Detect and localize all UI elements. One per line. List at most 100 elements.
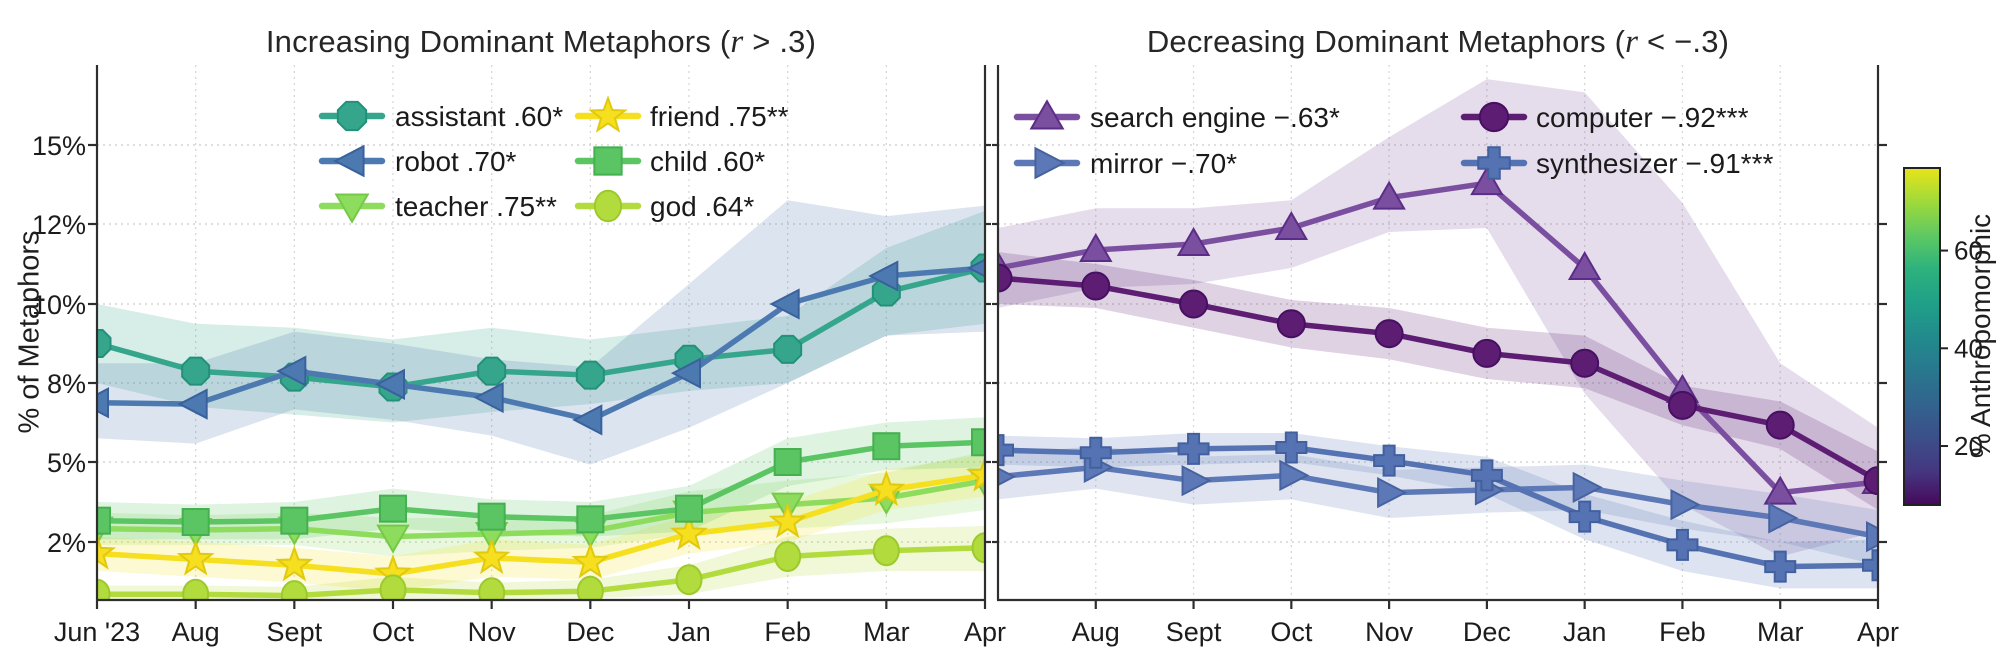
y-tick-label-5: 5% bbox=[47, 448, 86, 478]
marker-ellipse bbox=[182, 578, 210, 600]
marker-star bbox=[472, 538, 511, 575]
x-tick-label-aug: Aug bbox=[1072, 617, 1120, 647]
legend: assistant .60* robot .70* teacher .75** fri… bbox=[318, 95, 789, 224]
horizontal-gridlines bbox=[97, 144, 985, 543]
legend-label-child: child .60* bbox=[650, 146, 765, 177]
marker-square bbox=[379, 494, 407, 523]
legend-item-robot: robot .70* bbox=[318, 144, 517, 178]
marker-ellipse bbox=[280, 580, 308, 600]
left-title-stat: > .3) bbox=[743, 24, 817, 59]
marker-triangle-down bbox=[376, 524, 410, 554]
horizontal-gridlines bbox=[998, 144, 1878, 543]
marker-triangle-down bbox=[334, 193, 370, 224]
series-synthesizer bbox=[998, 431, 1878, 583]
band-search-engine bbox=[998, 79, 1878, 557]
x-tick-label-jun-23: Jun '23 bbox=[54, 617, 140, 647]
marker-star bbox=[966, 455, 985, 492]
marker-star bbox=[275, 545, 314, 582]
legend-label-friend: friend .75** bbox=[650, 101, 789, 132]
marker-square bbox=[576, 505, 605, 534]
marker-star bbox=[571, 542, 610, 579]
colorbar-tick-label-20: 20 bbox=[1954, 431, 1983, 461]
legend-label-computer: computer −.92*** bbox=[1536, 102, 1749, 133]
band-robot bbox=[97, 200, 985, 465]
marker-ellipse bbox=[379, 574, 407, 600]
band-assistant bbox=[97, 210, 985, 423]
colorbar-tick-label-60: 60 bbox=[1954, 236, 1983, 266]
marker-star bbox=[670, 514, 708, 551]
marker-triangle-up bbox=[1176, 226, 1211, 256]
marker-square bbox=[477, 502, 506, 531]
marker-triangle-right bbox=[1768, 502, 1799, 534]
line-robot bbox=[97, 265, 985, 423]
marker-plus bbox=[1764, 550, 1797, 583]
marker-triangle-right bbox=[1034, 146, 1066, 180]
y-tick-label-12: 12% bbox=[32, 210, 86, 240]
series-child bbox=[97, 428, 985, 536]
marker-plus bbox=[1079, 436, 1112, 469]
x-tick-label-jan: Jan bbox=[667, 617, 711, 647]
marker-plus bbox=[1373, 444, 1406, 477]
marker-octagon bbox=[181, 356, 211, 386]
marker-star bbox=[768, 502, 807, 539]
marker-triangle-right bbox=[1181, 465, 1212, 497]
marker-octagon bbox=[97, 329, 112, 358]
band-friend bbox=[97, 454, 985, 592]
line-child bbox=[97, 439, 985, 525]
marker-plus bbox=[1862, 549, 1878, 582]
marker-square bbox=[280, 506, 309, 535]
line-teacher bbox=[97, 477, 985, 540]
band-mirror bbox=[998, 446, 1878, 566]
marker-square bbox=[675, 494, 703, 523]
series-robot bbox=[97, 258, 985, 436]
legend-label-god: god .64* bbox=[650, 191, 754, 222]
x-tick-label-apr: Apr bbox=[964, 617, 1006, 647]
marker-star bbox=[97, 533, 116, 570]
marker-triangle-right bbox=[1377, 477, 1408, 509]
marker-triangle-right bbox=[1279, 459, 1310, 491]
legend-item-mirror: mirror −.70* bbox=[1013, 146, 1237, 180]
marker-plus bbox=[1177, 432, 1210, 465]
x-tick-label-feb: Feb bbox=[1659, 617, 1706, 647]
legend-item-child: child .60* bbox=[574, 146, 765, 177]
y-tick-label-8: 8% bbox=[47, 369, 86, 399]
marker-star bbox=[588, 95, 628, 133]
marker-square bbox=[773, 448, 802, 476]
marker-circle bbox=[1472, 338, 1502, 368]
marker-triangle-left bbox=[966, 258, 985, 278]
series-mirror bbox=[998, 451, 1878, 553]
marker-triangle-left bbox=[670, 357, 701, 389]
marker-triangle-left bbox=[333, 144, 365, 178]
x-tick-label-apr: Apr bbox=[1857, 617, 1899, 647]
marker-triangle-up bbox=[1274, 210, 1309, 240]
x-tick-label-jan: Jan bbox=[1563, 617, 1607, 647]
marker-triangle-left bbox=[473, 381, 504, 414]
y-tick-label-10: 10% bbox=[32, 290, 86, 320]
marker-plus bbox=[998, 434, 1014, 467]
marker-triangle-left bbox=[97, 387, 109, 419]
y-axis-label: % of Metaphors bbox=[13, 230, 46, 434]
confidence-bands bbox=[998, 79, 1878, 589]
marker-square bbox=[872, 432, 901, 461]
marker-circle bbox=[1276, 309, 1306, 339]
right-title-stat: < −.3) bbox=[1638, 24, 1730, 59]
legend-label-search-engine: search engine −.63* bbox=[1090, 102, 1340, 133]
colorbar: 60 40 20 bbox=[1903, 167, 1983, 506]
confidence-bands bbox=[97, 200, 985, 600]
marker-circle bbox=[1570, 348, 1600, 378]
colorbar-label: % Anthropomorphic bbox=[1965, 213, 1996, 459]
right-title-rvar: r bbox=[1625, 24, 1639, 60]
marker-circle bbox=[1478, 101, 1510, 133]
colorbar-tick-label-40: 40 bbox=[1954, 333, 1983, 363]
marker-ellipse bbox=[774, 541, 802, 572]
marker-ellipse bbox=[593, 189, 623, 223]
marker-circle bbox=[1374, 319, 1404, 349]
x-tick-label-oct: Oct bbox=[1270, 617, 1313, 647]
marker-plus bbox=[1470, 459, 1503, 492]
marker-triangle-up bbox=[1372, 180, 1406, 210]
colorbar-gradient bbox=[1903, 167, 1941, 506]
marker-triangle-left bbox=[374, 368, 405, 400]
marker-star bbox=[176, 539, 215, 576]
x-tick-label-dec: Dec bbox=[566, 617, 614, 647]
